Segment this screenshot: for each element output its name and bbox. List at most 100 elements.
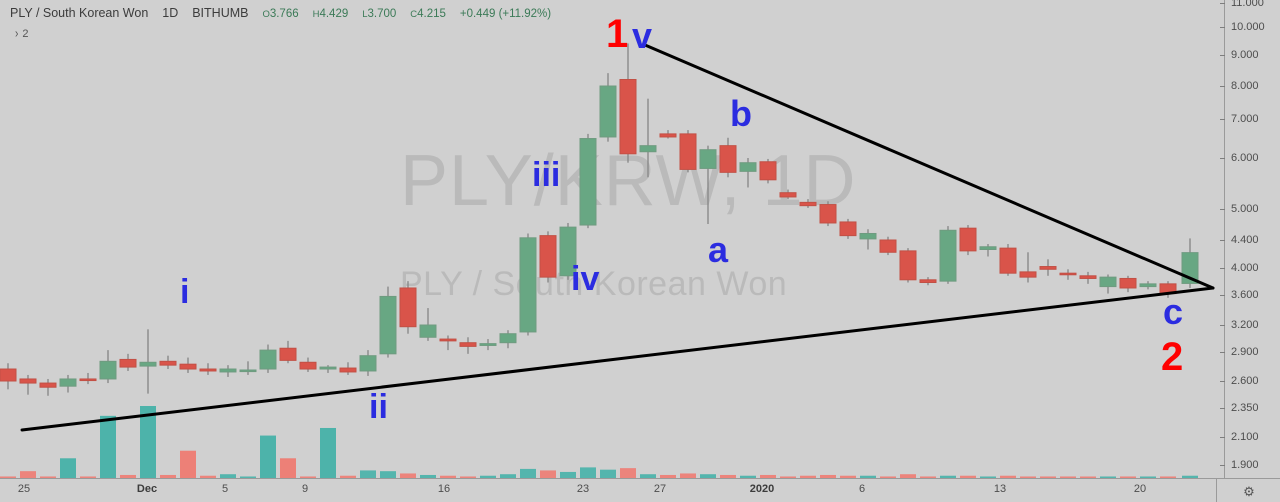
price-tick-label: 2.100: [1231, 431, 1259, 443]
volume-bar: [80, 476, 96, 478]
price-tick: 1.900: [1216, 459, 1259, 471]
candle: [1019, 252, 1037, 283]
price-tick-mark: [1220, 380, 1225, 382]
time-tick-label: 20: [1133, 483, 1147, 495]
candle-body: [759, 161, 777, 181]
candle-body: [779, 192, 797, 198]
candle: [379, 286, 397, 358]
volume-bar: [520, 468, 536, 478]
symbol-legend: PLY / South Korean Won 1D BITHUMB O3.766…: [10, 6, 551, 20]
price-tick-label: 1.900: [1231, 459, 1259, 471]
trendline-lower-support[interactable]: [20, 286, 1215, 432]
volume-bar: [0, 476, 16, 478]
chevron-right-icon[interactable]: ›: [15, 27, 19, 41]
chart-plot-area[interactable]: PLY/KRW, 1D PLY / South Korean Won i ii ii…: [0, 0, 1216, 478]
time-tick-label: 23: [576, 483, 590, 495]
price-tick-label: 4.000: [1231, 262, 1259, 274]
wave-label-v[interactable]: v: [632, 15, 653, 56]
gear-icon[interactable]: ⚙: [1243, 483, 1255, 499]
price-tick: 2.100: [1216, 431, 1259, 443]
symbol-name[interactable]: PLY / South Korean Won: [10, 6, 149, 20]
price-tick: 3.200: [1216, 319, 1259, 331]
candle-body: [79, 378, 97, 382]
price-tick: 8.000: [1216, 80, 1259, 92]
candle-body: [919, 279, 937, 283]
candle: [179, 357, 197, 373]
candle-body: [1059, 272, 1077, 276]
volume-bar: [1020, 476, 1036, 478]
candle-body: [19, 378, 37, 384]
candle: [219, 365, 237, 377]
volume-bar: [740, 475, 756, 478]
candle: [419, 308, 437, 341]
candle: [319, 365, 337, 373]
candle: [1039, 259, 1057, 276]
candle-body: [539, 235, 557, 278]
price-tick: 2.600: [1216, 375, 1259, 387]
close-value: 4.215: [417, 8, 446, 20]
volume-bar: [660, 474, 676, 478]
candle: [119, 353, 137, 371]
volume-bar: [560, 471, 576, 478]
wave-label-iii[interactable]: iii: [532, 156, 561, 194]
trendline-drawings[interactable]: [0, 0, 1216, 478]
price-tick-mark: [1220, 85, 1225, 87]
candle-body: [659, 133, 677, 138]
candle: [899, 248, 917, 283]
price-axis[interactable]: 11.000 10.000 9.000 8.000 7.000 6.000 5.000 4.4…: [1216, 0, 1280, 478]
volume-bar: [700, 474, 716, 478]
wave-label-i[interactable]: i: [180, 273, 190, 311]
price-tick-label: 4.400: [1231, 234, 1259, 246]
candle-body: [399, 287, 417, 328]
wave-label-c[interactable]: c: [1163, 291, 1184, 332]
candle: [559, 222, 577, 280]
volume-bar: [260, 435, 276, 478]
wave-label-b[interactable]: b: [730, 93, 752, 134]
exchange-label[interactable]: BITHUMB: [192, 6, 249, 20]
volume-bar: [540, 470, 556, 478]
candle-body: [159, 360, 177, 366]
volume-bar: [900, 474, 916, 478]
indicator-collapse-row[interactable]: › 2: [10, 26, 33, 42]
volume-bar: [1040, 476, 1056, 478]
candle-body: [99, 360, 117, 380]
candle-body: [639, 145, 657, 153]
time-tick-label: 25: [17, 483, 31, 495]
candle-body: [419, 324, 437, 338]
wave-label-ii[interactable]: ii: [369, 388, 388, 426]
candle-body: [479, 343, 497, 346]
candle-body: [739, 162, 757, 172]
candle-body: [799, 201, 817, 207]
chart-settings-corner[interactable]: ⚙: [1216, 478, 1280, 502]
candle-body: [119, 358, 137, 368]
candle: [599, 73, 617, 142]
volume-bar: [800, 475, 816, 478]
wave-label-a[interactable]: a: [708, 229, 729, 270]
price-tick-mark: [1220, 208, 1225, 210]
time-axis[interactable]: 25 Dec 5 9 16 23 27 2020 6 13 20: [0, 478, 1280, 502]
price-tick: 4.000: [1216, 262, 1259, 274]
wave-label-1[interactable]: 1: [606, 12, 629, 56]
wave-label-iv[interactable]: iv: [571, 260, 600, 298]
candle: [879, 236, 897, 256]
volume-bar: [580, 467, 596, 478]
candle-body: [139, 361, 157, 367]
trendline-upper-resistance[interactable]: [643, 43, 1215, 290]
volume-bar: [40, 476, 56, 478]
price-tick-mark: [1220, 324, 1225, 326]
volume-bar: [480, 475, 496, 478]
low-tag: L: [362, 9, 368, 20]
price-tick-mark: [1220, 351, 1225, 353]
time-tick-label: 2020: [749, 483, 775, 495]
timeframe-label[interactable]: 1D: [162, 6, 179, 20]
volume-bar: [920, 476, 936, 478]
price-tick-mark: [1220, 294, 1225, 296]
candle: [719, 137, 737, 178]
wave-label-2[interactable]: 2: [1161, 335, 1184, 379]
volume-bar: [100, 415, 116, 478]
candle-body: [999, 247, 1017, 274]
volume-bar: [300, 476, 316, 478]
candle-body: [579, 138, 597, 226]
price-tick-mark: [1220, 2, 1225, 4]
candle-body: [979, 246, 997, 250]
